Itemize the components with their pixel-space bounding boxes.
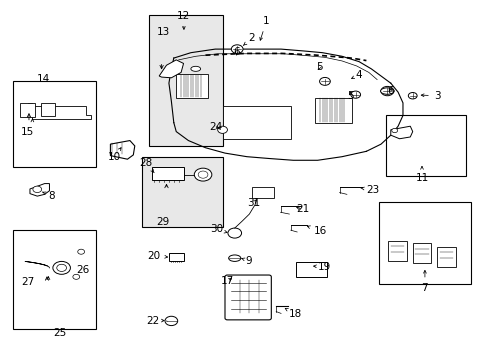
Text: 2: 2 [243,33,255,45]
Circle shape [164,316,177,325]
Text: 21: 21 [295,204,308,215]
Text: 25: 25 [53,328,66,338]
Circle shape [350,91,360,98]
Text: 30: 30 [210,225,226,234]
Circle shape [57,264,66,271]
Circle shape [231,45,243,53]
Bar [251,187,273,198]
Bar [20,103,35,117]
Text: 12: 12 [177,11,190,29]
Circle shape [217,126,227,134]
Bar [13,81,96,167]
Bar [41,103,55,116]
Text: 9: 9 [242,256,251,266]
Text: 29: 29 [156,217,169,227]
Text: 16: 16 [307,226,326,236]
Bar [13,230,96,329]
Bar [387,241,406,261]
Ellipse shape [190,66,200,71]
Bar [149,15,222,146]
Text: 15: 15 [21,127,34,136]
Circle shape [53,261,70,274]
Bar [142,157,222,226]
Bar [412,243,430,263]
Text: 24: 24 [209,122,223,132]
Circle shape [391,129,397,133]
Ellipse shape [380,88,393,94]
Text: 4: 4 [351,70,362,80]
Bar [385,116,466,176]
Bar [222,107,290,139]
Text: 28: 28 [139,158,154,173]
Circle shape [194,168,211,181]
Ellipse shape [228,255,241,261]
FancyBboxPatch shape [224,275,271,320]
Bar [152,167,183,180]
Text: 6: 6 [386,86,393,96]
Polygon shape [390,126,412,139]
Circle shape [73,274,80,279]
Text: 10: 10 [107,148,121,162]
Bar [295,262,327,277]
Circle shape [33,186,41,193]
Bar [168,253,183,261]
Text: 26: 26 [76,265,89,275]
Polygon shape [30,184,49,196]
Text: 8: 8 [42,191,55,201]
Circle shape [319,77,330,85]
Text: 31: 31 [246,198,260,208]
Polygon shape [27,103,91,119]
Circle shape [227,228,241,238]
Text: 1: 1 [259,16,269,40]
Text: 22: 22 [146,316,164,325]
Bar [378,202,470,284]
Text: 3: 3 [420,91,440,101]
Text: 11: 11 [414,167,428,183]
Polygon shape [110,140,135,159]
Text: 6: 6 [233,46,240,57]
Text: 27: 27 [21,277,34,287]
Text: 5: 5 [347,91,353,102]
Circle shape [198,171,207,178]
Bar [176,74,207,98]
Text: 19: 19 [313,262,330,272]
Text: 14: 14 [37,74,50,84]
Bar [315,98,351,123]
Circle shape [78,249,84,254]
Text: 13: 13 [157,27,170,37]
Polygon shape [159,60,183,78]
Bar [436,247,455,267]
Text: 5: 5 [316,62,322,72]
Text: 7: 7 [421,270,427,293]
Text: 20: 20 [147,251,167,261]
Text: 17: 17 [220,276,233,286]
Circle shape [380,86,393,96]
Text: 18: 18 [285,309,301,319]
Text: 23: 23 [360,185,379,195]
Circle shape [407,93,416,99]
